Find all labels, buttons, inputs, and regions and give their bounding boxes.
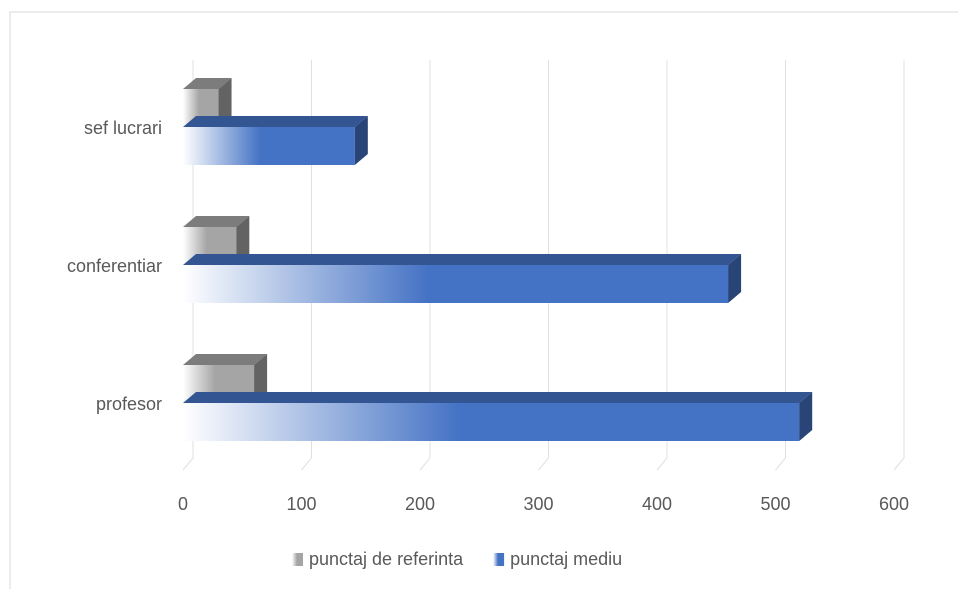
grid-line	[656, 60, 668, 471]
chart-border	[9, 11, 958, 589]
bar-side	[799, 392, 813, 441]
x-tick-label: 300	[523, 494, 553, 514]
x-tick-label: 500	[760, 494, 790, 514]
grid-line	[538, 60, 549, 471]
x-tick-label: 400	[642, 494, 672, 514]
bar-front	[183, 403, 800, 441]
legend-label: punctaj de referinta	[309, 549, 464, 569]
bar-top	[183, 78, 232, 89]
bar-top	[183, 116, 368, 127]
grid-line	[182, 60, 194, 471]
grid-line	[775, 60, 786, 471]
bar-top	[183, 254, 742, 265]
bar-top	[183, 354, 268, 365]
y-tick-label: profesor	[96, 394, 162, 414]
bar-side	[236, 216, 250, 265]
grid-line	[893, 60, 905, 471]
x-tick-label: 0	[178, 494, 188, 514]
x-tick-label: 600	[879, 494, 909, 514]
legend-swatch	[493, 553, 505, 566]
bar-side	[354, 116, 368, 165]
x-tick-label: 200	[405, 494, 435, 514]
bar	[183, 116, 368, 165]
legend-label: punctaj mediu	[510, 549, 622, 569]
y-tick-label: conferentiar	[67, 256, 162, 276]
bar	[183, 392, 813, 441]
x-tick-label: 100	[286, 494, 316, 514]
bar-side	[728, 254, 742, 303]
bar-top	[183, 216, 250, 227]
bar-top	[183, 392, 813, 403]
bar-front	[183, 127, 355, 165]
bar-side	[218, 78, 232, 127]
bar-front	[183, 265, 729, 303]
legend-swatch	[292, 553, 303, 566]
y-tick-label: sef lucrari	[84, 118, 162, 138]
grid-line	[301, 60, 312, 471]
bar-side	[254, 354, 268, 403]
bar	[183, 254, 742, 303]
grid-line	[419, 60, 431, 471]
